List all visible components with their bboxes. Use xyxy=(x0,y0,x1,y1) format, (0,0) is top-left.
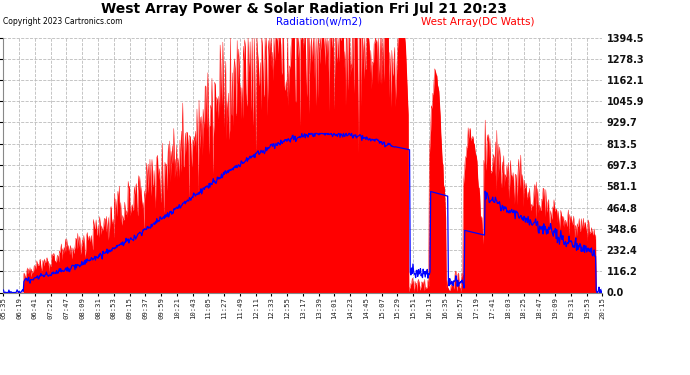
Text: West Array(DC Watts): West Array(DC Watts) xyxy=(421,17,534,27)
Text: Radiation(w/m2): Radiation(w/m2) xyxy=(276,17,362,27)
Text: Copyright 2023 Cartronics.com: Copyright 2023 Cartronics.com xyxy=(3,17,123,26)
Text: West Array Power & Solar Radiation Fri Jul 21 20:23: West Array Power & Solar Radiation Fri J… xyxy=(101,2,506,16)
